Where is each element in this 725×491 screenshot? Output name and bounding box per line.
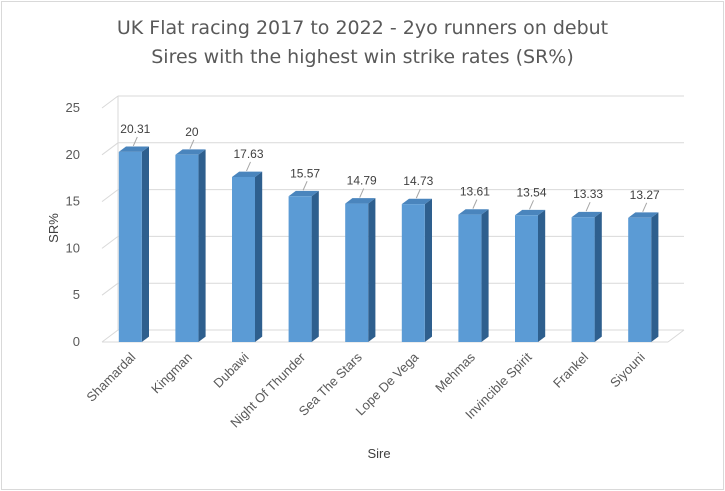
y-tick-label: 15 xyxy=(66,194,80,209)
bar xyxy=(515,209,546,342)
bar-top-face xyxy=(628,212,659,218)
data-label: 15.57 xyxy=(290,166,320,180)
gridline-diagonal xyxy=(101,329,119,343)
bar-front-face xyxy=(571,217,595,342)
bar xyxy=(628,212,659,342)
bars xyxy=(118,146,659,342)
bar-top-face xyxy=(175,149,206,155)
x-tick-label: Siyouni xyxy=(607,349,648,390)
bar-side-face xyxy=(311,190,319,342)
data-label-leader xyxy=(472,199,478,209)
data-label-leader xyxy=(302,181,308,191)
bar xyxy=(345,198,376,342)
data-label-leader xyxy=(415,188,421,199)
bar-front-face xyxy=(515,215,538,342)
x-tick-label: Shamardal xyxy=(83,349,138,404)
y-tick-label: 25 xyxy=(66,100,80,115)
bar xyxy=(232,171,263,342)
bar-top-face xyxy=(232,171,263,177)
data-label: 20.31 xyxy=(120,122,150,136)
y-axis-title: SR% xyxy=(46,213,61,243)
bar xyxy=(571,211,602,342)
bar-front-face xyxy=(232,176,255,342)
bar-front-face xyxy=(401,204,425,342)
x-tick-label: Dubawi xyxy=(210,349,251,390)
bar-front-face xyxy=(628,217,652,342)
bar-side-face xyxy=(198,149,206,342)
bar xyxy=(118,146,149,342)
bar-top-face xyxy=(515,209,546,216)
x-tick-label: Mehmas xyxy=(432,349,478,395)
bar-top-face xyxy=(288,190,319,197)
x-axis-title: Sire xyxy=(367,446,390,461)
bar-side-face xyxy=(255,171,263,342)
bar-top-face xyxy=(345,198,376,204)
data-label-leader xyxy=(189,139,195,150)
floor-right-edge xyxy=(667,329,685,343)
bar-top-face xyxy=(571,211,602,218)
data-label-leader xyxy=(529,200,534,210)
bar-side-face xyxy=(424,198,432,342)
y-axis-ticks: 0 5 10 15 20 25 xyxy=(66,100,80,349)
bar-side-face xyxy=(538,209,546,342)
x-tick-label: Kingman xyxy=(148,350,195,397)
gridline-diagonal xyxy=(101,142,119,156)
bar-side-face xyxy=(481,209,489,342)
bar-front-face xyxy=(118,151,142,342)
data-label: 13.33 xyxy=(573,187,603,201)
bar-top-face xyxy=(458,209,489,215)
bar-front-face xyxy=(288,196,312,342)
bar xyxy=(401,198,432,342)
chart-title: UK Flat racing 2017 to 2022 - 2yo runner… xyxy=(116,17,609,39)
data-label-leader xyxy=(642,202,648,212)
bar xyxy=(458,209,489,342)
y-tick-label: 5 xyxy=(73,287,80,302)
data-labels: 20.31 20 17.63 15.57 14.79 14.73 13.61 13.54 13.… xyxy=(120,122,660,212)
gridline-diagonal xyxy=(101,235,119,249)
bar-side-face xyxy=(141,146,149,342)
bar-side-face xyxy=(594,211,602,342)
y-tick-label: 10 xyxy=(66,240,80,255)
bar xyxy=(288,190,319,342)
chart-subtitle: Sires with the highest win strike rates … xyxy=(151,46,574,68)
bar-side-face xyxy=(368,198,376,342)
y-tick-label: 20 xyxy=(66,147,80,162)
data-label: 13.27 xyxy=(630,188,660,202)
gridline-diagonal xyxy=(101,189,119,203)
bar-front-face xyxy=(345,203,369,342)
x-tick-label: Frankel xyxy=(550,349,591,390)
data-label: 13.54 xyxy=(516,185,546,199)
bar-side-face xyxy=(651,212,659,342)
data-label-leader xyxy=(359,188,365,198)
gridline-diagonal xyxy=(101,282,119,296)
data-label: 20 xyxy=(185,125,199,139)
bar-front-face xyxy=(458,214,482,342)
data-label-leader xyxy=(246,161,251,172)
bar xyxy=(175,149,206,342)
bar-top-face xyxy=(401,198,432,205)
y-tick-label: 0 xyxy=(73,334,80,349)
data-label: 14.79 xyxy=(347,174,377,188)
data-label: 17.63 xyxy=(233,147,263,161)
gridline-diagonal xyxy=(101,95,119,109)
data-label: 14.73 xyxy=(403,174,433,188)
bar-front-face xyxy=(175,154,199,342)
data-label-leader xyxy=(132,136,138,147)
data-label: 13.61 xyxy=(460,185,490,199)
bar-top-face xyxy=(118,146,149,152)
data-label-leader xyxy=(585,202,591,212)
